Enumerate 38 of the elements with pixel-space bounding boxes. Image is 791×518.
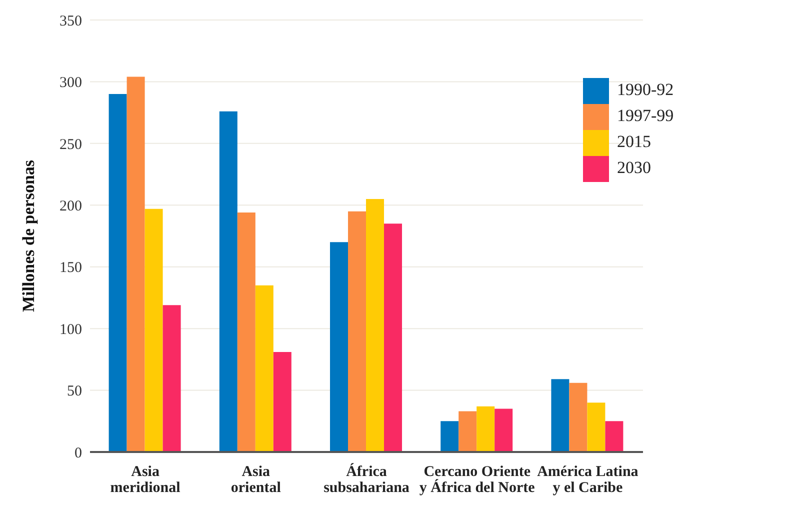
- legend-label: 2030: [617, 158, 651, 177]
- y-axis-title: Millones de personas: [19, 160, 38, 312]
- bar: [384, 224, 402, 452]
- bar: [587, 402, 606, 452]
- bar: [219, 111, 238, 452]
- legend-label: 1990-92: [617, 80, 674, 99]
- x-tick-label: América Latina y el Caribe: [537, 464, 639, 496]
- x-tick-label: Asia meridional: [110, 464, 180, 496]
- x-tick-label: África subsahariana: [324, 463, 410, 496]
- y-tick-label: 250: [60, 136, 82, 153]
- bar: [440, 421, 459, 452]
- y-tick-label: 200: [60, 198, 82, 214]
- bar: [494, 408, 513, 452]
- bar: [605, 421, 624, 452]
- bar: [108, 94, 127, 452]
- bar: [348, 211, 366, 452]
- y-tick-label: 350: [60, 13, 82, 30]
- bar: [255, 285, 274, 452]
- y-tick-label: 150: [60, 260, 82, 276]
- bar: [162, 305, 181, 452]
- legend-label: 2015: [617, 132, 651, 151]
- bar: [273, 352, 292, 452]
- bar: [237, 212, 256, 452]
- bar: [330, 242, 348, 452]
- bar: [126, 76, 145, 452]
- bar: [551, 379, 570, 452]
- x-tick-label: Cercano Oriente y África del Norte: [419, 464, 536, 496]
- legend-label: 1997-99: [617, 106, 674, 125]
- y-tick-label: 100: [60, 322, 82, 338]
- bar: [144, 208, 163, 452]
- x-tick-label: Asia oriental: [230, 464, 281, 496]
- bar: [458, 411, 477, 452]
- bar: [476, 406, 495, 452]
- y-tick-label: 50: [67, 384, 82, 400]
- y-tick-label: 300: [60, 75, 82, 92]
- bar: [366, 198, 384, 452]
- bar: [569, 382, 588, 452]
- y-tick-label: 0: [74, 445, 82, 462]
